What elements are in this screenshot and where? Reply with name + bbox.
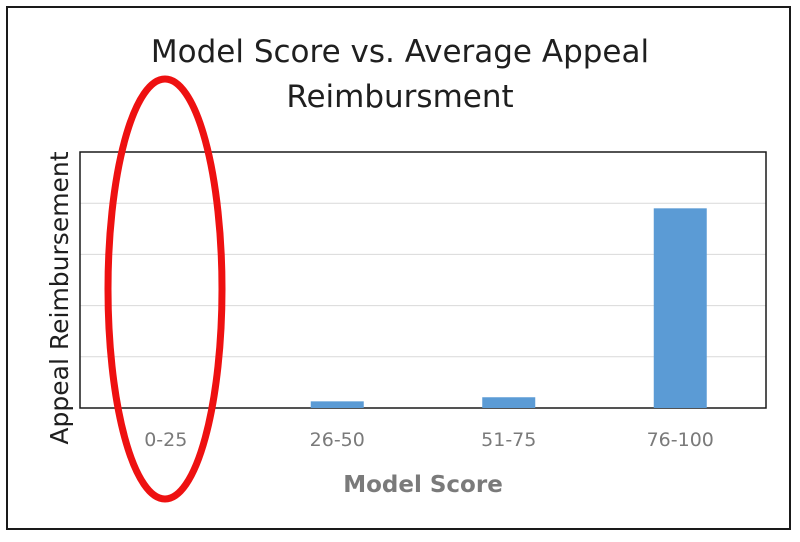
x-axis-label: Model Score xyxy=(343,472,503,498)
x-tick-label-76-100: 76-100 xyxy=(647,429,714,451)
y-axis-label: Appeal Reimbursement xyxy=(45,151,74,444)
x-tick-label-26-50: 26-50 xyxy=(310,429,365,451)
highlight-ellipse xyxy=(104,75,226,503)
chart-title-line1: Model Score vs. Average Appeal xyxy=(151,34,649,70)
grid-lines xyxy=(80,202,766,358)
bar-26-50 xyxy=(310,401,364,408)
bars xyxy=(310,208,707,408)
plot-area xyxy=(79,151,767,409)
x-tick-labels: 0-25 26-50 51-75 76-100 xyxy=(144,429,714,451)
bar-76-100 xyxy=(653,208,707,408)
chart-title-line2: Reimbursment xyxy=(286,79,513,115)
bar-51-75 xyxy=(482,397,536,408)
x-tick-label-51-75: 51-75 xyxy=(481,429,536,451)
x-tick-label-0-25: 0-25 xyxy=(144,429,187,451)
